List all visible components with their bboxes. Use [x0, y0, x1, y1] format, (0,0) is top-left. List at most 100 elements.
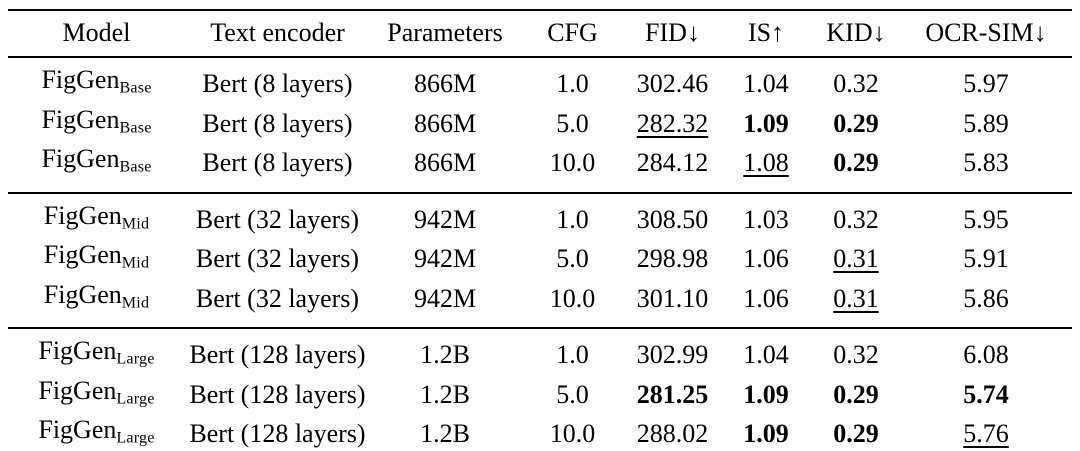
cell-cfg: 1.0	[556, 204, 589, 234]
cell-fid: 298.98	[636, 244, 709, 274]
model-variant: Base	[119, 158, 152, 176]
table-row: FigGenMid Bert (32 layers) 942M 10.0 301…	[8, 279, 1072, 329]
second-best-value: 0.31	[833, 244, 879, 274]
column-header-kid: KID↓	[826, 18, 886, 47]
cell-model: FigGenMid	[8, 279, 185, 329]
cell-params: 866M	[413, 148, 477, 178]
column-header-params: Parameters	[387, 18, 503, 47]
table-row: FigGenLarge Bert (128 layers) 1.2B 1.0 3…	[8, 328, 1072, 375]
cell-params: 1.2B	[420, 340, 470, 370]
model-variant: Large	[116, 429, 155, 447]
cell-is: 1.06	[743, 283, 789, 313]
cell-encoder: Bert (128 layers)	[189, 379, 366, 409]
cell-cfg: 10.0	[549, 419, 596, 449]
cell-is: 1.09	[743, 108, 789, 138]
cell-fid: 282.32	[625, 104, 720, 144]
cell-encoder: Bert (128 layers)	[189, 340, 366, 370]
cell-kid: 0.32	[833, 340, 879, 370]
cell-kid: 0.29	[833, 108, 879, 138]
model-name: FigGen	[38, 415, 117, 444]
cell-cfg: 1.0	[556, 69, 589, 99]
model-name: FigGen	[43, 279, 122, 309]
cell-is: 1.04	[743, 69, 789, 99]
cell-ocr: 5.91	[963, 244, 1009, 274]
cell-fid: 284.12	[636, 148, 709, 178]
cell-params: 942M	[413, 244, 477, 274]
column-header-cfg: CFG	[547, 18, 598, 47]
cell-cfg: 10.0	[549, 148, 596, 178]
results-table: Model Text encoder Parameters CFG FID↓ I…	[8, 9, 1072, 451]
cell-ocr: 5.89	[963, 108, 1009, 138]
second-best-value: 0.31	[833, 283, 879, 313]
model-name: FigGen	[43, 200, 122, 230]
cell-fid: 308.50	[636, 204, 709, 234]
header-row: Model Text encoder Parameters CFG FID↓ I…	[8, 10, 1072, 57]
table-row: FigGenBase Bert (8 layers) 866M 1.0 302.…	[8, 57, 1072, 104]
cell-fid: 302.46	[636, 69, 709, 99]
cell-is: 1.03	[743, 204, 789, 234]
cell-kid: 0.29	[833, 148, 879, 178]
model-name: FigGen	[38, 336, 117, 365]
cell-model: FigGenBase	[8, 57, 185, 104]
cell-encoder: Bert (8 layers)	[202, 148, 353, 178]
model-name: FigGen	[38, 375, 117, 405]
model-variant: Mid	[121, 215, 150, 232]
second-best-value: 282.32	[636, 108, 709, 138]
cell-params: 942M	[413, 283, 477, 313]
model-name: FigGen	[41, 144, 120, 173]
cell-cfg: 1.0	[556, 340, 589, 370]
cell-kid: 0.32	[833, 204, 879, 234]
cell-is: 1.06	[743, 244, 789, 274]
model-variant: Base	[119, 119, 152, 136]
cell-cfg: 5.0	[556, 108, 589, 138]
cell-cfg: 5.0	[556, 244, 589, 274]
cell-model: FigGenLarge	[8, 414, 185, 451]
model-variant: Mid	[121, 254, 150, 272]
cell-is: 1.08	[720, 143, 812, 193]
cell-model: FigGenBase	[8, 104, 185, 144]
cell-model: FigGenMid	[8, 193, 185, 240]
cell-encoder: Bert (8 layers)	[202, 69, 353, 99]
cell-ocr: 5.76	[900, 414, 1072, 451]
table-row: FigGenLarge Bert (128 layers) 1.2B 10.0 …	[8, 414, 1072, 451]
cell-cfg: 5.0	[556, 379, 589, 409]
cell-model: FigGenLarge	[8, 375, 185, 415]
second-best-value: 1.08	[743, 148, 789, 178]
cell-encoder: Bert (32 layers)	[195, 244, 360, 274]
cell-params: 1.2B	[420, 379, 470, 409]
cell-kid: 0.29	[833, 419, 879, 449]
cell-is: 1.04	[743, 340, 789, 370]
model-variant: Mid	[121, 294, 150, 311]
cell-ocr: 5.74	[963, 379, 1009, 409]
cell-model: FigGenLarge	[8, 328, 185, 375]
cell-kid: 0.31	[812, 239, 900, 279]
second-best-value: 5.76	[963, 419, 1009, 449]
cell-params: 942M	[413, 204, 477, 234]
cell-is: 1.09	[743, 379, 789, 409]
cell-ocr: 5.95	[963, 204, 1009, 234]
column-header-fid: FID↓	[645, 18, 700, 47]
cell-fid: 288.02	[636, 419, 709, 449]
group-mid: FigGenMid Bert (32 layers) 942M 1.0 308.…	[8, 192, 1072, 329]
cell-ocr: 5.97	[963, 69, 1009, 99]
cell-params: 1.2B	[420, 419, 470, 449]
column-header-model: Model	[62, 18, 131, 47]
model-variant: Base	[119, 79, 152, 97]
cell-kid: 0.32	[833, 69, 879, 99]
column-header-is: IS↑	[747, 18, 785, 47]
table-row: FigGenMid Bert (32 layers) 942M 1.0 308.…	[8, 193, 1072, 240]
cell-encoder: Bert (8 layers)	[202, 108, 353, 138]
column-header-ocr: OCR-SIM↓	[925, 18, 1047, 47]
column-header-encoder: Text encoder	[210, 18, 345, 47]
table-row: FigGenBase Bert (8 layers) 866M 10.0 284…	[8, 143, 1072, 193]
cell-is: 1.09	[743, 419, 789, 449]
cell-params: 866M	[413, 108, 477, 138]
group-base: FigGenBase Bert (8 layers) 866M 1.0 302.…	[8, 57, 1072, 193]
cell-ocr: 5.83	[963, 148, 1009, 178]
table-row: FigGenBase Bert (8 layers) 866M 5.0 282.…	[8, 104, 1072, 144]
model-name: FigGen	[41, 104, 120, 134]
cell-encoder: Bert (32 layers)	[195, 283, 360, 313]
cell-kid: 0.29	[833, 379, 879, 409]
cell-fid: 301.10	[636, 283, 709, 313]
